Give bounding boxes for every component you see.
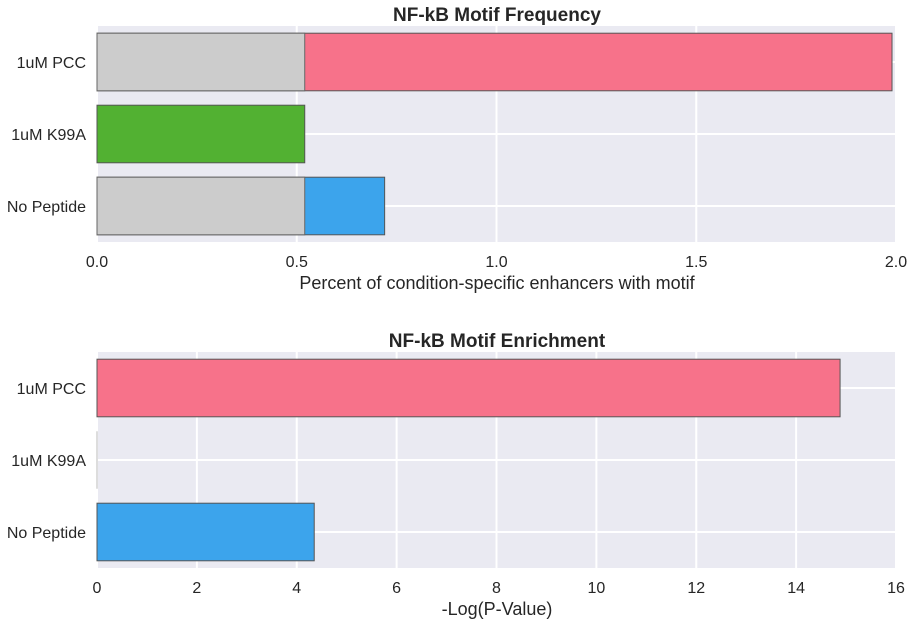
bar — [96, 502, 315, 562]
x-tick-label: 16 — [887, 580, 905, 597]
x-tick-label: 4 — [292, 580, 301, 597]
x-axis-label: Percent of condition-specific enhancers … — [299, 273, 695, 293]
x-tick-label: 0.0 — [86, 254, 108, 271]
bar-condition — [96, 104, 306, 164]
y-tick-label: No Peptide — [7, 199, 86, 216]
y-tick-label: 1uM PCC — [17, 381, 86, 398]
frequency-panel: NF-kB Motif Frequency 1uM PCC 1uM K99A No … — [7, 5, 907, 293]
enrichment-panel: NF-kB Motif Enrichment 1uM PCC 1uM K99A No… — [7, 331, 905, 619]
y-tick-label: 1uM K99A — [11, 453, 86, 470]
bar-baseline — [96, 32, 306, 92]
x-tick-label: 2.0 — [885, 254, 907, 271]
x-tick-labels: 0.0 0.5 1.0 1.5 2.0 — [86, 254, 907, 271]
x-tick-label: 10 — [587, 580, 605, 597]
x-tick-label: 6 — [392, 580, 401, 597]
x-tick-label: 1.5 — [685, 254, 707, 271]
y-tick-label: 1uM PCC — [17, 55, 86, 72]
y-tick-label: 1uM K99A — [11, 127, 86, 144]
x-tick-labels: 0 2 4 6 8 10 12 14 16 — [93, 580, 905, 597]
bar — [96, 358, 841, 418]
x-tick-label: 2 — [192, 580, 201, 597]
x-tick-label: 0.5 — [286, 254, 308, 271]
y-tick-labels: 1uM PCC 1uM K99A No Peptide — [7, 55, 86, 216]
bars — [96, 358, 841, 562]
y-tick-label: No Peptide — [7, 525, 86, 542]
y-tick-labels: 1uM PCC 1uM K99A No Peptide — [7, 381, 86, 542]
bar-baseline — [96, 176, 306, 236]
bars — [96, 32, 893, 236]
x-tick-label: 12 — [687, 580, 705, 597]
x-tick-label: 14 — [787, 580, 805, 597]
chart-title: NF-kB Motif Enrichment — [389, 331, 606, 352]
x-tick-label: 0 — [93, 580, 102, 597]
x-tick-label: 1.0 — [485, 254, 507, 271]
chart-title: NF-kB Motif Frequency — [393, 5, 601, 26]
x-tick-label: 8 — [492, 580, 501, 597]
x-axis-label: -Log(P-Value) — [442, 599, 553, 619]
